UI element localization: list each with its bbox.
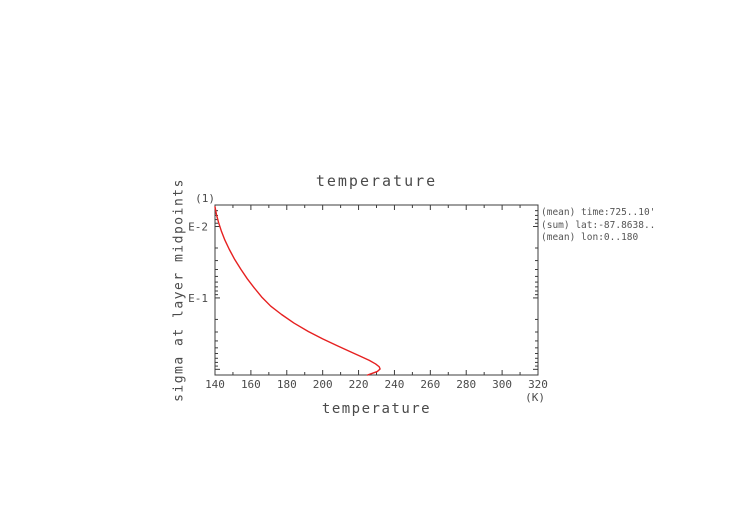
annotation-time: (mean) time:725..10'	[541, 207, 656, 218]
x-tick-label: 220	[349, 378, 369, 391]
x-tick-label: 280	[456, 378, 476, 391]
x-axis-label: temperature	[321, 401, 432, 417]
y-axis-unit-label: (1)	[195, 192, 215, 205]
x-tick-label: 160	[241, 378, 261, 391]
annotation-lon: (mean) lon:0..180	[541, 232, 639, 243]
plot-frame	[214, 204, 539, 376]
x-tick-label: 260	[420, 378, 440, 391]
x-tick-label: 200	[313, 378, 333, 391]
temperature-curve	[214, 206, 381, 376]
x-tick-label: 320	[528, 378, 548, 391]
x-tick-label: 180	[277, 378, 297, 391]
x-tick-label: 300	[492, 378, 512, 391]
x-axis-unit-label: (K)	[525, 391, 545, 404]
y-tick-label: E-2	[188, 221, 208, 234]
stat-annotations: (mean) time:725..10' (sum) lat:-87.8638.…	[541, 207, 655, 245]
y-tick-label: E-1	[188, 292, 208, 305]
x-tick-label: 240	[385, 378, 405, 391]
x-tick-label: 140	[205, 378, 225, 391]
annotation-lat: (sum) lat:-87.8638..	[541, 219, 656, 231]
chart-title: temperature	[315, 172, 438, 190]
